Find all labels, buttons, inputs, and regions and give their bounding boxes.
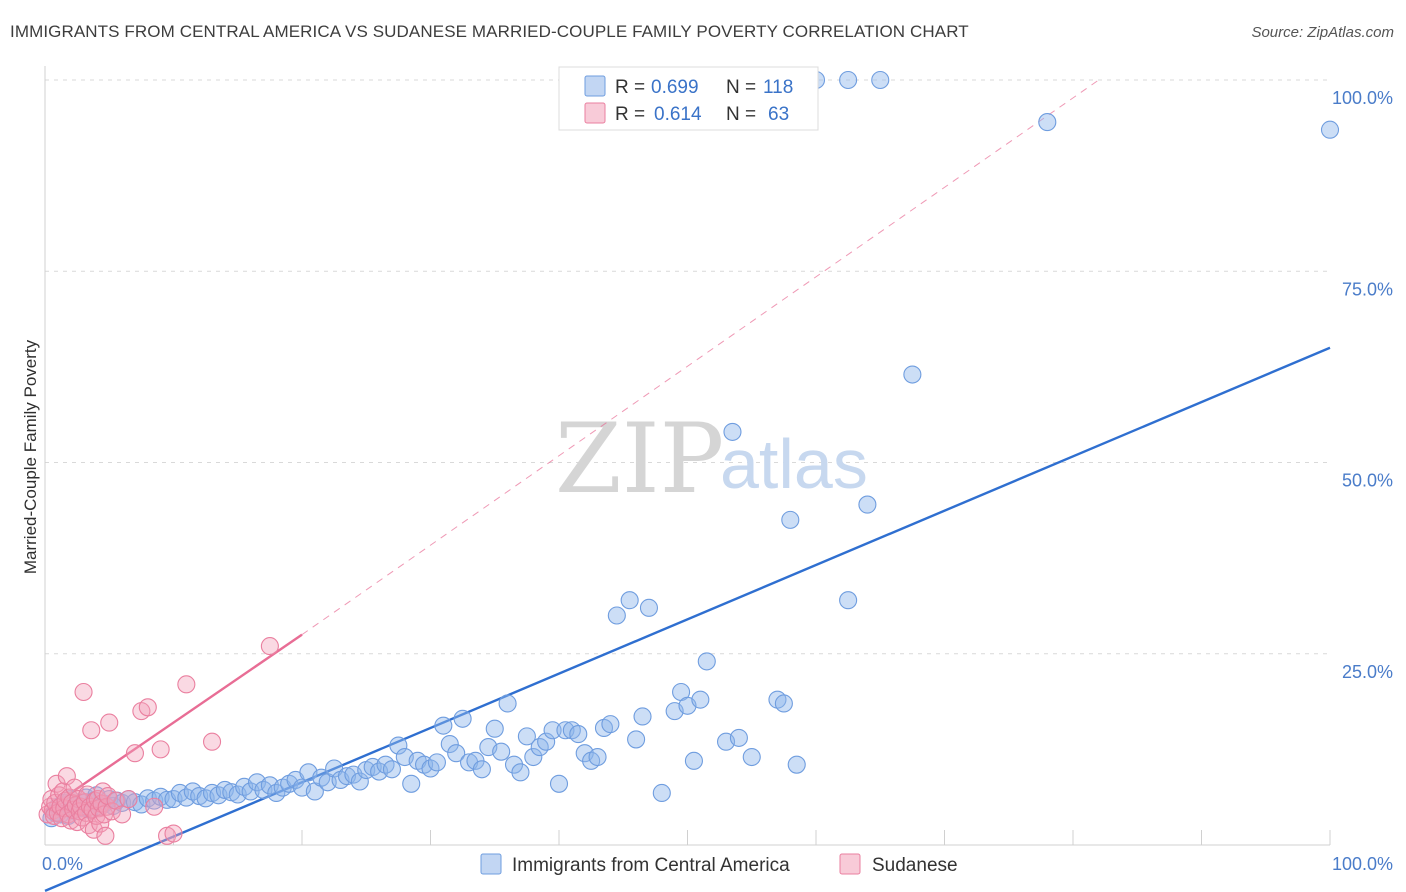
point-sudanese: [260, 637, 279, 656]
point-sudanese: [119, 790, 138, 809]
point-central-america: [492, 742, 511, 761]
point-central-america: [549, 774, 569, 793]
point-sudanese: [74, 682, 93, 702]
point-sudanese: [164, 824, 183, 843]
point-central-america: [453, 709, 472, 728]
watermark-zip: ZIP: [555, 403, 724, 515]
point-central-america: [498, 694, 517, 713]
point-central-america: [447, 744, 466, 763]
point-sudanese: [82, 721, 101, 740]
point-sudanese: [96, 826, 115, 845]
point-sudanese: [177, 675, 196, 694]
point-central-america: [774, 694, 793, 713]
point-central-america: [607, 606, 626, 625]
point-central-america: [402, 774, 421, 793]
point-central-america: [639, 598, 659, 617]
point-central-america: [858, 495, 877, 514]
trend-line-sudanese: [44, 633, 303, 812]
scatter-points: [38, 70, 1340, 845]
point-central-america: [472, 760, 491, 779]
source-label: Source: ZipAtlas.com: [1251, 24, 1394, 41]
point-central-america: [350, 772, 369, 791]
point-central-america: [627, 730, 646, 749]
point-central-america: [517, 727, 536, 746]
legend-r-value: 0.614: [654, 104, 702, 125]
point-central-america: [382, 760, 402, 779]
legend: R = 0.699 N = 118 R = 0.614 N = 63: [558, 66, 819, 131]
trend-line-extension-sudanese: [301, 79, 1099, 636]
point-sudanese: [47, 774, 66, 793]
point-sudanese: [102, 802, 121, 821]
point-sudanese: [151, 740, 170, 759]
point-central-america: [903, 365, 922, 384]
chart-title: IMMIGRANTS FROM CENTRAL AMERICA VS SUDAN…: [10, 22, 969, 41]
point-central-america: [504, 755, 524, 774]
y-tick-label: 75.0%: [1342, 279, 1393, 299]
point-central-america: [620, 591, 639, 610]
trend-lines: [44, 79, 1331, 892]
point-central-america: [691, 690, 710, 709]
point-central-america: [543, 721, 562, 740]
point-central-america: [787, 755, 806, 774]
point-central-america: [684, 751, 703, 770]
y-tick-label: 25.0%: [1342, 662, 1393, 682]
point-central-america: [1038, 113, 1057, 132]
y-tick-label: 100.0%: [1332, 88, 1393, 108]
x-tick-label: 100.0%: [1332, 854, 1393, 874]
watermark: ZIP atlas: [555, 403, 868, 515]
y-tick-labels: 25.0% 50.0% 75.0% 100.0%: [1332, 88, 1393, 682]
point-central-america: [537, 732, 556, 751]
legend-n-label: N =: [726, 104, 756, 125]
point-central-america: [729, 728, 748, 747]
point-sudanese: [125, 744, 144, 763]
point-central-america: [1320, 120, 1340, 139]
point-central-america: [633, 707, 652, 726]
legend-r-value: 0.699: [651, 77, 699, 98]
point-central-america: [427, 753, 446, 772]
legend-swatch-central-america: [584, 75, 606, 97]
point-central-america: [485, 719, 504, 738]
point-central-america: [781, 510, 800, 529]
bottom-legend-label-central-america: Immigrants from Central America: [512, 855, 790, 876]
point-sudanese: [145, 797, 164, 816]
point-central-america: [389, 736, 408, 755]
legend-r-label: R =: [615, 77, 645, 98]
point-central-america: [511, 763, 530, 782]
watermark-atlas: atlas: [720, 425, 868, 503]
point-central-america: [723, 422, 742, 441]
point-central-america: [871, 70, 890, 90]
legend-n-value: 63: [768, 104, 789, 125]
y-axis-label: Married-Couple Family Poverty: [21, 339, 40, 574]
bottom-legend-swatch-central-america: [480, 853, 502, 875]
point-sudanese: [203, 732, 222, 751]
point-central-america: [569, 725, 588, 744]
point-central-america: [312, 768, 331, 787]
trend-line-central-america: [44, 346, 1331, 892]
point-sudanese: [138, 698, 157, 717]
legend-swatch-sudanese: [584, 102, 606, 124]
legend-r-label: R =: [615, 104, 645, 125]
point-central-america: [588, 747, 607, 767]
point-central-america: [839, 70, 858, 90]
bottom-legend: Immigrants from Central America Sudanese: [480, 853, 958, 876]
point-central-america: [742, 747, 761, 767]
y-tick-label: 50.0%: [1342, 471, 1393, 491]
point-central-america: [601, 715, 620, 734]
point-central-america: [440, 734, 459, 754]
bottom-legend-label-sudanese: Sudanese: [872, 855, 958, 876]
point-central-america: [839, 591, 858, 610]
point-central-america: [376, 755, 395, 774]
point-sudanese: [113, 805, 132, 824]
x-tick-labels: 0.0% 100.0%: [42, 854, 1393, 874]
point-central-america: [434, 716, 453, 735]
bottom-legend-swatch-sudanese: [839, 853, 861, 875]
point-sudanese: [100, 713, 119, 732]
legend-n-value: 118: [763, 77, 793, 98]
point-central-america: [524, 747, 543, 767]
point-central-america: [652, 783, 671, 803]
legend-n-label: N =: [726, 77, 756, 98]
x-tick-label: 0.0%: [42, 854, 83, 874]
point-central-america: [697, 652, 716, 671]
